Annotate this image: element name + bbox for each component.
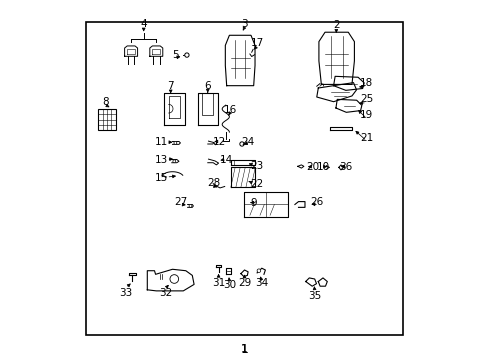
Bar xyxy=(98,109,115,130)
Text: 9: 9 xyxy=(250,198,256,208)
Polygon shape xyxy=(230,160,255,165)
Text: 17: 17 xyxy=(250,38,263,48)
Polygon shape xyxy=(316,83,356,102)
Text: 10: 10 xyxy=(316,162,329,172)
Text: 35: 35 xyxy=(307,291,321,301)
Text: 34: 34 xyxy=(254,278,267,288)
Polygon shape xyxy=(163,93,185,125)
Polygon shape xyxy=(329,127,351,130)
Polygon shape xyxy=(230,167,255,187)
Polygon shape xyxy=(149,46,163,56)
Text: 20: 20 xyxy=(305,162,319,172)
Text: 8: 8 xyxy=(102,96,109,107)
Circle shape xyxy=(189,204,192,207)
Text: 29: 29 xyxy=(237,278,251,288)
Polygon shape xyxy=(198,93,217,125)
Text: 16: 16 xyxy=(223,105,236,115)
Circle shape xyxy=(172,160,175,163)
Text: 33: 33 xyxy=(119,288,132,298)
Text: 18: 18 xyxy=(360,78,373,88)
Polygon shape xyxy=(333,76,364,90)
Polygon shape xyxy=(124,46,137,56)
Circle shape xyxy=(239,142,244,146)
Text: 21: 21 xyxy=(360,132,373,143)
Text: 25: 25 xyxy=(360,94,373,104)
Text: 1: 1 xyxy=(241,344,247,354)
Polygon shape xyxy=(226,268,230,274)
Text: 30: 30 xyxy=(223,280,235,290)
Polygon shape xyxy=(335,99,361,112)
Text: 32: 32 xyxy=(158,288,172,298)
Text: 12: 12 xyxy=(212,137,225,147)
Circle shape xyxy=(170,275,178,283)
Text: 1: 1 xyxy=(240,343,248,356)
Text: 6: 6 xyxy=(204,81,211,91)
Polygon shape xyxy=(147,269,194,291)
Text: 14: 14 xyxy=(220,155,233,165)
Text: 4: 4 xyxy=(140,19,147,30)
Text: 5: 5 xyxy=(172,50,178,60)
Text: 23: 23 xyxy=(249,161,263,171)
Text: 19: 19 xyxy=(360,110,373,120)
Text: 27: 27 xyxy=(174,197,187,207)
Circle shape xyxy=(174,141,177,144)
Text: 3: 3 xyxy=(241,19,247,30)
Polygon shape xyxy=(216,265,220,267)
Text: 22: 22 xyxy=(249,179,263,189)
Text: 2: 2 xyxy=(332,20,339,30)
Bar xyxy=(86,22,402,335)
Polygon shape xyxy=(128,273,136,275)
Text: 13: 13 xyxy=(155,155,168,165)
Text: 26: 26 xyxy=(309,197,323,207)
Polygon shape xyxy=(244,192,287,217)
Text: 36: 36 xyxy=(338,162,351,172)
Text: 11: 11 xyxy=(155,137,168,147)
Circle shape xyxy=(257,269,260,273)
Text: 31: 31 xyxy=(211,278,225,288)
Polygon shape xyxy=(225,35,255,86)
Text: 24: 24 xyxy=(241,137,254,147)
Polygon shape xyxy=(241,270,247,276)
Polygon shape xyxy=(318,278,326,286)
Text: 15: 15 xyxy=(155,173,168,183)
Polygon shape xyxy=(305,278,316,286)
Text: 28: 28 xyxy=(207,177,220,188)
Polygon shape xyxy=(318,32,354,85)
Circle shape xyxy=(184,53,189,57)
Text: 7: 7 xyxy=(167,81,174,91)
